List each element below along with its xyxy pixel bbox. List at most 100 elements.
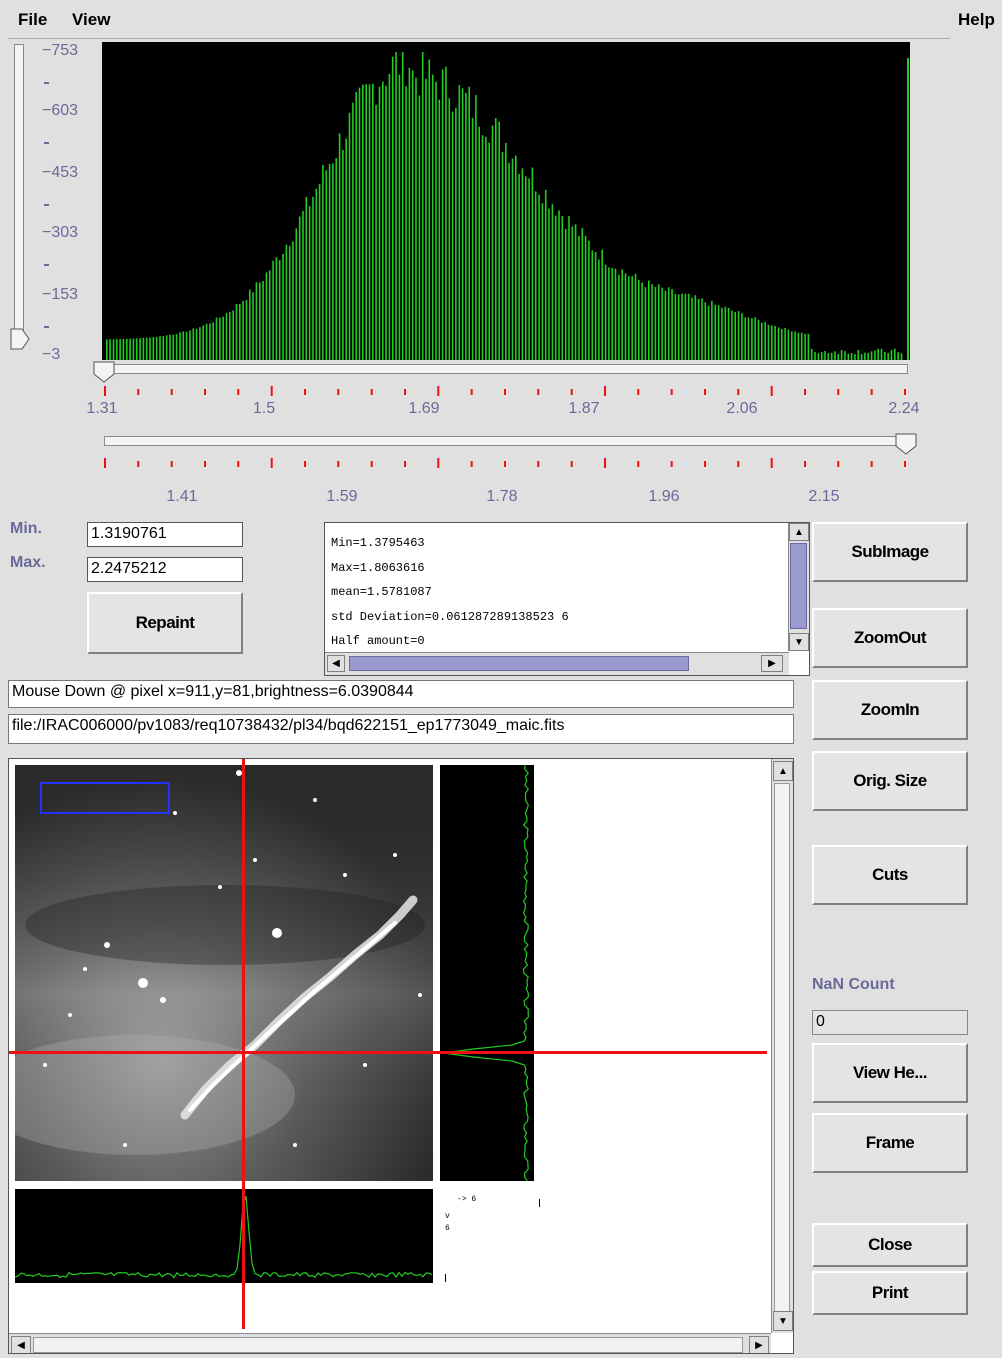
histogram-bar <box>771 325 773 360</box>
viewer-vscroll-thumb[interactable] <box>774 783 790 1313</box>
menu-help[interactable]: Help <box>958 10 995 29</box>
histogram-bar <box>282 253 284 360</box>
histogram-bar <box>202 325 204 360</box>
histogram-bar <box>658 284 660 360</box>
slider-tick-label: 1.69 <box>408 400 440 417</box>
histogram-bar <box>122 338 125 360</box>
histogram-bar <box>229 311 231 360</box>
histogram-bar <box>225 313 228 360</box>
subimage-button[interactable]: SubImage <box>812 522 968 582</box>
zoomout-button[interactable]: ZoomOut <box>812 608 968 668</box>
histogram-bar <box>165 335 168 360</box>
viewer-vscrollbar[interactable]: ▲ ▼ <box>771 759 793 1333</box>
histogram-bar <box>209 323 211 360</box>
histogram-bar <box>558 210 560 360</box>
slider-tick <box>270 386 273 396</box>
crosshair-horizontal <box>9 1051 767 1054</box>
close-button[interactable]: Close <box>812 1223 968 1267</box>
print-button[interactable]: Print <box>812 1271 968 1315</box>
scroll-left-icon[interactable]: ◀ <box>327 655 345 672</box>
histogram-bar <box>345 138 347 360</box>
histogram-bar <box>255 282 258 360</box>
histogram-bar <box>894 348 896 360</box>
viewer-scroll-right-icon[interactable]: ▶ <box>749 1336 769 1353</box>
y-tick-label: −603 <box>42 102 79 119</box>
histogram-bar <box>515 155 517 360</box>
histogram-bar <box>275 257 278 360</box>
histogram-bar <box>235 304 238 360</box>
histogram-bar <box>505 142 507 360</box>
viewer-scroll-up-icon[interactable]: ▲ <box>773 761 793 781</box>
histogram-bar <box>355 91 357 360</box>
stats-line: mean=1.5781087 <box>331 585 432 599</box>
histogram-bar <box>774 325 776 360</box>
slider-tick <box>337 389 340 395</box>
histogram-bar <box>641 282 643 360</box>
stats-textarea[interactable]: Min=1.3795463 Max=1.8063616 mean=1.5781087… <box>324 522 810 676</box>
histogram-bar <box>182 331 185 360</box>
histogram-bar <box>551 204 554 360</box>
max-slider-thumb[interactable] <box>894 432 918 456</box>
cuts-button[interactable]: Cuts <box>812 845 968 905</box>
slider-tick <box>470 461 473 467</box>
histogram-bar <box>308 206 311 360</box>
histogram-bar <box>179 332 181 360</box>
max-slider-track[interactable] <box>104 436 908 446</box>
stats-vscrollbar[interactable]: ▲ ▼ <box>788 523 809 651</box>
min-slider-track[interactable] <box>104 364 908 374</box>
menu-view[interactable]: View <box>72 10 111 29</box>
histogram-bar <box>864 352 866 360</box>
viewer-scroll-left-icon[interactable]: ◀ <box>11 1336 31 1353</box>
vertical-slider-track[interactable] <box>14 44 24 348</box>
histogram-bar <box>298 216 301 360</box>
histogram-bar <box>844 351 846 360</box>
histogram-bar <box>787 329 790 360</box>
stats-hscrollbar[interactable]: ◀ ▶ <box>325 652 789 675</box>
histogram-bar <box>325 170 328 360</box>
scroll-up-icon[interactable]: ▲ <box>789 523 809 541</box>
viewer-hscroll-thumb[interactable] <box>33 1337 743 1353</box>
histogram-bar <box>834 351 836 360</box>
histogram-bar <box>192 328 195 360</box>
histogram-bar <box>382 81 384 360</box>
menu-file[interactable]: File <box>18 10 48 29</box>
histogram-bar <box>312 196 314 360</box>
min-input[interactable]: 1.3190761 <box>87 522 243 547</box>
slider-tick <box>870 461 873 467</box>
fits-image[interactable] <box>15 765 433 1181</box>
image-viewer-panel[interactable]: -> 6 v 6 ▲ ▼ ◀ ▶ <box>8 758 794 1354</box>
y-tick-label: −453 <box>42 164 79 181</box>
view-header-button[interactable]: View He... <box>812 1043 968 1103</box>
histogram-bar <box>850 353 853 360</box>
scroll-down-icon[interactable]: ▼ <box>789 633 809 651</box>
histogram-bar <box>804 333 806 360</box>
viewer-hscrollbar[interactable]: ◀ ▶ <box>9 1333 771 1353</box>
vertical-slider-thumb[interactable] <box>10 328 30 350</box>
histogram-bar <box>362 84 364 360</box>
histogram-bar <box>747 317 750 360</box>
histogram-chart <box>102 42 910 360</box>
min-slider-thumb[interactable] <box>92 360 116 384</box>
histogram-bar <box>205 323 208 360</box>
histogram-bar <box>149 337 151 360</box>
scroll-right-icon[interactable]: ▶ <box>761 655 783 672</box>
histogram-bar <box>292 241 294 360</box>
histogram-bar <box>900 353 903 360</box>
zoomin-button[interactable]: ZoomIn <box>812 680 968 740</box>
frame-button[interactable]: Frame <box>812 1113 968 1173</box>
repaint-button[interactable]: Repaint <box>87 592 243 654</box>
stats-vscroll-thumb[interactable] <box>790 543 807 629</box>
stats-hscroll-thumb[interactable] <box>349 656 689 671</box>
max-input[interactable]: 2.2475212 <box>87 557 243 582</box>
file-path-field: file:/IRAC006000/pv1083/req10738432/pl34… <box>8 714 794 744</box>
histogram-bar <box>385 85 387 360</box>
slider-tick <box>304 389 306 395</box>
histogram-bar <box>691 297 693 360</box>
stats-line: Half amount=0 <box>331 634 425 648</box>
histogram-bar <box>322 165 324 360</box>
histogram-bar <box>784 327 786 360</box>
orig-size-button[interactable]: Orig. Size <box>812 751 968 811</box>
histogram-bar <box>365 84 367 360</box>
viewer-scroll-down-icon[interactable]: ▼ <box>773 1311 793 1331</box>
histogram-bar <box>554 215 557 360</box>
